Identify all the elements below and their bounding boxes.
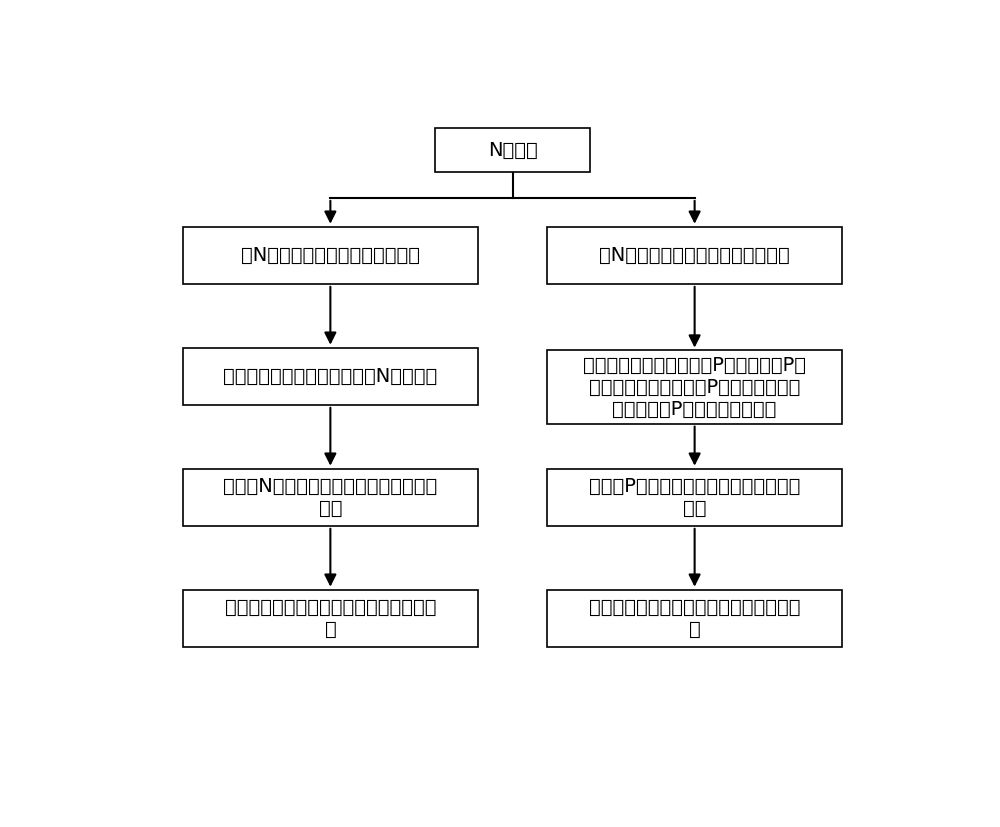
Text: 在N型衬底的一侧制备第一钝化层: 在N型衬底的一侧制备第一钝化层 [241,246,420,265]
FancyBboxPatch shape [435,128,590,173]
Text: 在所述第二透明导电层的表面制备第二电
极: 在所述第二透明导电层的表面制备第二电 极 [589,598,800,638]
FancyBboxPatch shape [547,351,842,423]
Text: 在N型衬底的另一侧制备第二钝化层: 在N型衬底的另一侧制备第二钝化层 [599,246,790,265]
FancyBboxPatch shape [547,590,842,647]
Text: 在第二钝化层的表面形成P型掺杂层；P型
掺杂层包括层叠设置的P型纳米晶氧化硅
薄膜层以及P型纳米晶硅薄膜层: 在第二钝化层的表面形成P型掺杂层；P型 掺杂层包括层叠设置的P型纳米晶氧化硅 薄… [583,356,806,418]
Text: 在所述N型掺杂层的表面制备第一透明导
电层: 在所述N型掺杂层的表面制备第一透明导 电层 [223,476,438,518]
FancyBboxPatch shape [183,227,478,284]
Text: 在所述P型掺杂层的表面制备第二透明导
电层: 在所述P型掺杂层的表面制备第二透明导 电层 [589,476,800,518]
FancyBboxPatch shape [183,590,478,647]
Text: 在所述第一透明导电层的表面制备第一电
极: 在所述第一透明导电层的表面制备第一电 极 [225,598,436,638]
FancyBboxPatch shape [547,469,842,526]
FancyBboxPatch shape [183,469,478,526]
Text: N型衬底: N型衬底 [488,141,537,160]
FancyBboxPatch shape [547,227,842,284]
Text: 在所述第一钝化层的表面形成N型掺杂层: 在所述第一钝化层的表面形成N型掺杂层 [223,366,438,385]
FancyBboxPatch shape [183,347,478,405]
